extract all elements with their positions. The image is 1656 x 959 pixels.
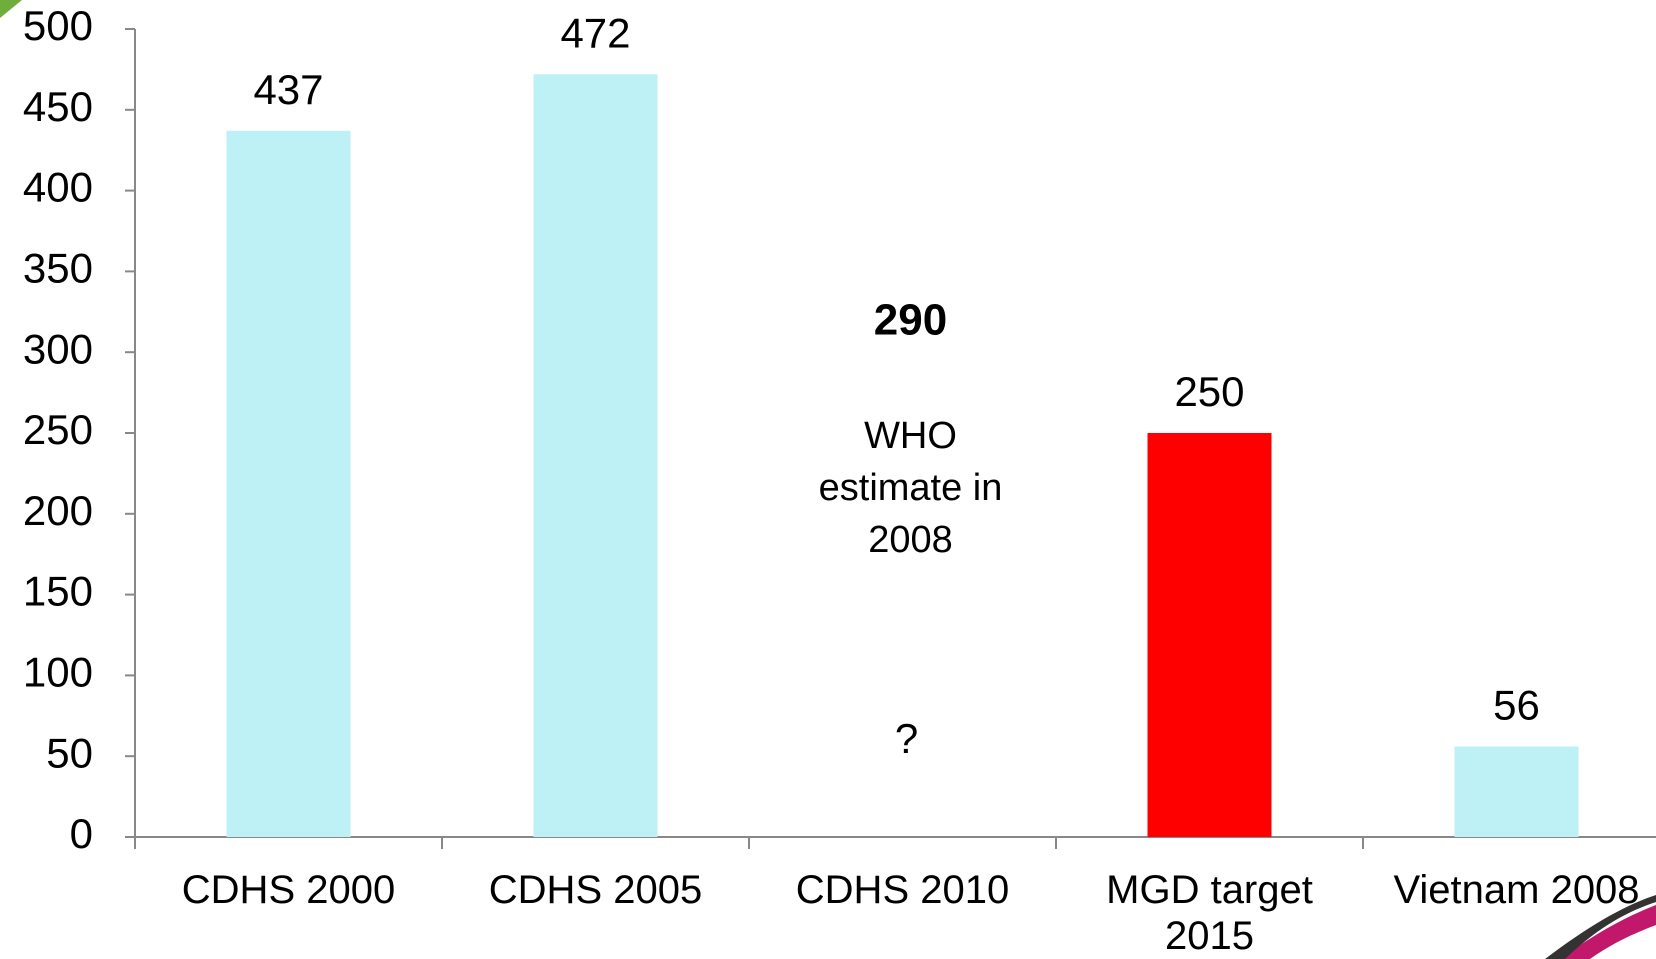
bar — [1454, 746, 1579, 837]
value-label: 250 — [1174, 368, 1244, 415]
bar — [533, 74, 658, 838]
corner-decoration — [1560, 905, 1656, 959]
corner-decoration — [1545, 895, 1656, 959]
y-tick-label: 300 — [23, 325, 93, 372]
y-tick-label: 50 — [46, 729, 93, 776]
y-tick-label: 100 — [23, 648, 93, 695]
annotation: WHO estimate in 2008 — [818, 415, 1003, 561]
value-label: 56 — [1493, 682, 1540, 729]
x-tick-label: Vietnam 2008 — [1393, 868, 1640, 912]
value-label: 472 — [560, 9, 630, 56]
x-tick-label: CDHS 2000 — [181, 868, 396, 912]
y-tick-label: 450 — [23, 83, 93, 130]
annotation: ? — [895, 715, 918, 762]
bar — [1147, 433, 1272, 837]
y-tick-label: 350 — [23, 244, 93, 291]
x-tick-label: CDHS 2010 — [795, 868, 1010, 912]
y-tick-label: 400 — [23, 164, 93, 211]
corner-decoration — [0, 0, 22, 18]
bar — [226, 130, 351, 838]
annotation: 290 — [874, 296, 947, 345]
x-tick-label: MGD target 2015 — [1106, 868, 1313, 958]
y-tick-label: 150 — [23, 568, 93, 615]
y-tick-label: 200 — [23, 487, 93, 534]
y-tick-label: 0 — [70, 810, 93, 857]
x-tick-label: CDHS 2005 — [488, 868, 703, 912]
y-tick-label: 500 — [23, 2, 93, 49]
value-label: 437 — [253, 66, 323, 113]
y-tick-label: 250 — [23, 406, 93, 453]
